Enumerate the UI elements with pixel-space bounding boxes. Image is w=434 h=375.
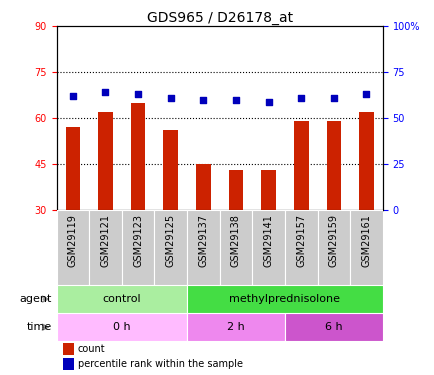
Text: GSM29157: GSM29157 <box>296 214 306 267</box>
Text: agent: agent <box>20 294 52 304</box>
Title: GDS965 / D26178_at: GDS965 / D26178_at <box>146 11 292 25</box>
Point <box>102 89 108 95</box>
Bar <box>56 210 382 285</box>
Text: 0 h: 0 h <box>113 322 130 332</box>
Bar <box>252 210 284 285</box>
Point <box>232 97 239 103</box>
Bar <box>284 313 382 341</box>
Point <box>265 99 272 105</box>
Text: methylprednisolone: methylprednisolone <box>229 294 340 304</box>
Bar <box>317 210 349 285</box>
Point <box>167 95 174 101</box>
Bar <box>349 210 382 285</box>
Bar <box>131 103 145 210</box>
Point <box>330 95 337 101</box>
Bar <box>187 313 284 341</box>
Bar <box>187 210 219 285</box>
Bar <box>56 313 187 341</box>
Text: GSM29119: GSM29119 <box>68 214 78 267</box>
Text: GSM29125: GSM29125 <box>165 214 175 267</box>
Point <box>362 91 369 97</box>
Text: GSM29161: GSM29161 <box>361 214 371 267</box>
Bar <box>98 112 112 210</box>
Bar <box>187 285 382 313</box>
Bar <box>122 210 154 285</box>
Bar <box>196 164 210 210</box>
Bar <box>163 130 178 210</box>
Text: GSM29159: GSM29159 <box>328 214 338 267</box>
Bar <box>326 121 340 210</box>
Text: percentile rank within the sample: percentile rank within the sample <box>78 359 242 369</box>
Bar <box>56 210 89 285</box>
Text: control: control <box>102 294 141 304</box>
Text: GSM29123: GSM29123 <box>133 214 143 267</box>
Text: 6 h: 6 h <box>324 322 342 332</box>
Text: GSM29137: GSM29137 <box>198 214 208 267</box>
Text: GSM29141: GSM29141 <box>263 214 273 267</box>
Bar <box>66 128 80 210</box>
Bar <box>63 358 74 370</box>
Point <box>297 95 304 101</box>
Bar <box>63 344 74 355</box>
Bar <box>293 121 308 210</box>
Text: GSM29121: GSM29121 <box>100 214 110 267</box>
Point <box>135 91 141 97</box>
Bar <box>56 285 187 313</box>
Bar <box>228 170 243 210</box>
Point <box>199 97 207 103</box>
Text: time: time <box>27 322 52 332</box>
Point <box>69 93 76 99</box>
Bar <box>154 210 187 285</box>
Bar <box>89 210 122 285</box>
Text: GSM29138: GSM29138 <box>230 214 240 267</box>
Bar <box>261 170 275 210</box>
Bar <box>219 210 252 285</box>
Bar <box>284 210 317 285</box>
Text: 2 h: 2 h <box>227 322 244 332</box>
Bar <box>358 112 373 210</box>
Text: count: count <box>78 344 105 354</box>
